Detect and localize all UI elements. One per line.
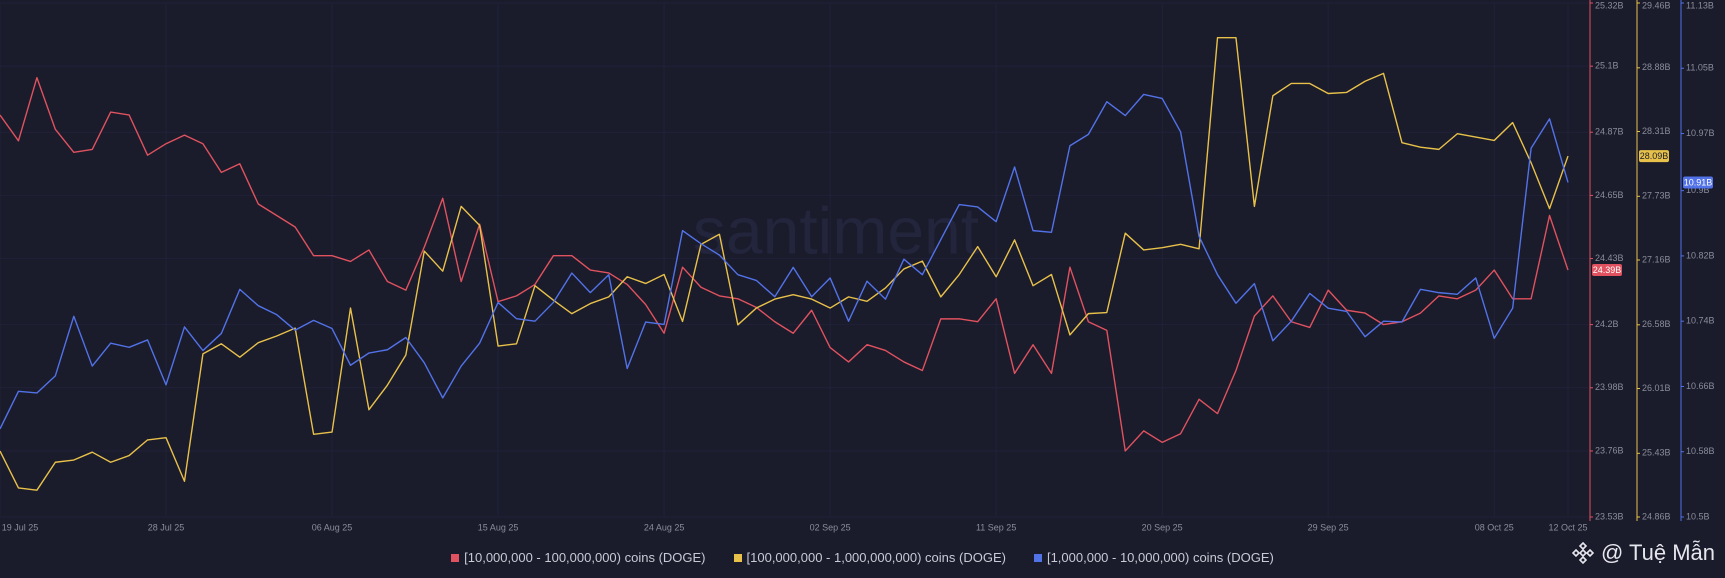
y-tick-label: 11.05B <box>1686 63 1714 73</box>
x-tick-label: 28 Jul 25 <box>148 522 185 532</box>
legend-item[interactable]: [10,000,000 - 100,000,000) coins (DOGE) <box>451 550 706 565</box>
y-tick-label: 24.43B <box>1595 253 1624 263</box>
credit: @ Tuệ Mẫn <box>1571 540 1715 566</box>
last-value-label: 10.91B <box>1684 177 1713 187</box>
y-tick-label: 24.2B <box>1595 319 1619 329</box>
y-tick-label: 25.1B <box>1595 61 1619 71</box>
legend-swatch <box>733 553 742 562</box>
y-tick-label: 24.65B <box>1595 190 1624 200</box>
y-tick-label: 28.88B <box>1642 62 1671 72</box>
logo <box>1571 541 1595 565</box>
y-tick-label: 10.5B <box>1686 511 1710 521</box>
y-tick-label: 26.01B <box>1642 383 1671 393</box>
last-value-badge <box>1592 264 1622 277</box>
y-tick-label: 27.16B <box>1642 254 1671 264</box>
x-tick-label: 08 Oct 25 <box>1475 522 1514 532</box>
legend-swatch <box>1033 553 1042 562</box>
legend-item[interactable]: [1,000,000 - 10,000,000) coins (DOGE) <box>1033 550 1274 565</box>
y-tick-label: 10.74B <box>1686 316 1715 326</box>
last-value-badge <box>1639 150 1669 163</box>
y-tick-label: 25.32B <box>1595 0 1624 10</box>
y-tick-label: 11.13B <box>1686 0 1714 10</box>
y-tick-label: 29.46B <box>1642 0 1671 10</box>
last-value-badge <box>1683 176 1713 189</box>
y-tick-label: 10.58B <box>1686 446 1715 456</box>
x-tick-label: 24 Aug 25 <box>644 522 685 532</box>
x-tick-label: 19 Jul 25 <box>2 522 39 532</box>
y-tick-label: 10.82B <box>1686 250 1715 260</box>
y-tick-label: 27.73B <box>1642 191 1671 201</box>
y-tick-label: 10.66B <box>1686 381 1715 391</box>
y-tick-label: 24.86B <box>1642 511 1671 521</box>
y-tick-label: 23.53B <box>1595 511 1624 521</box>
legend-label: [100,000,000 - 1,000,000,000) coins (DOG… <box>746 550 1006 565</box>
x-tick-label: 12 Oct 25 <box>1548 522 1587 532</box>
series-line <box>0 93 1569 430</box>
series-line <box>0 36 1569 491</box>
x-tick-label: 02 Sep 25 <box>810 522 851 532</box>
last-value-label: 28.09B <box>1640 151 1669 161</box>
watermark: santiment <box>693 193 979 267</box>
credit-text: @ Tuệ Mẫn <box>1600 540 1715 565</box>
legend-swatch <box>451 553 460 562</box>
x-tick-label: 06 Aug 25 <box>312 522 353 532</box>
x-tick-label: 15 Aug 25 <box>478 522 519 532</box>
chart: santiment 19 Jul 25 28 Jul 25 06 Aug 25 15 … <box>0 0 1715 532</box>
y-tick-label: 10.97B <box>1686 128 1715 138</box>
y-tick-label: 24.87B <box>1595 127 1624 137</box>
legend: [10,000,000 - 100,000,000) coins (DOGE) [… <box>0 550 1725 565</box>
y-tick-label: 25.43B <box>1642 448 1671 458</box>
y-tick-label: 23.98B <box>1595 382 1624 392</box>
y-tick-label: 10.9B <box>1686 185 1710 195</box>
legend-label: [1,000,000 - 10,000,000) coins (DOGE) <box>1046 550 1274 565</box>
y-tick-label: 26.58B <box>1642 319 1671 329</box>
y-tick-label: 23.76B <box>1595 445 1624 455</box>
last-value-label: 24.39B <box>1593 265 1622 275</box>
series-line <box>0 76 1569 452</box>
y-tick-label: 28.31B <box>1642 126 1671 136</box>
x-tick-label: 20 Sep 25 <box>1142 522 1183 532</box>
legend-item[interactable]: [100,000,000 - 1,000,000,000) coins (DOG… <box>733 550 1006 565</box>
x-tick-label: 29 Sep 25 <box>1308 522 1349 532</box>
x-tick-label: 11 Sep 25 <box>976 522 1016 532</box>
legend-label: [10,000,000 - 100,000,000) coins (DOGE) <box>464 550 706 565</box>
